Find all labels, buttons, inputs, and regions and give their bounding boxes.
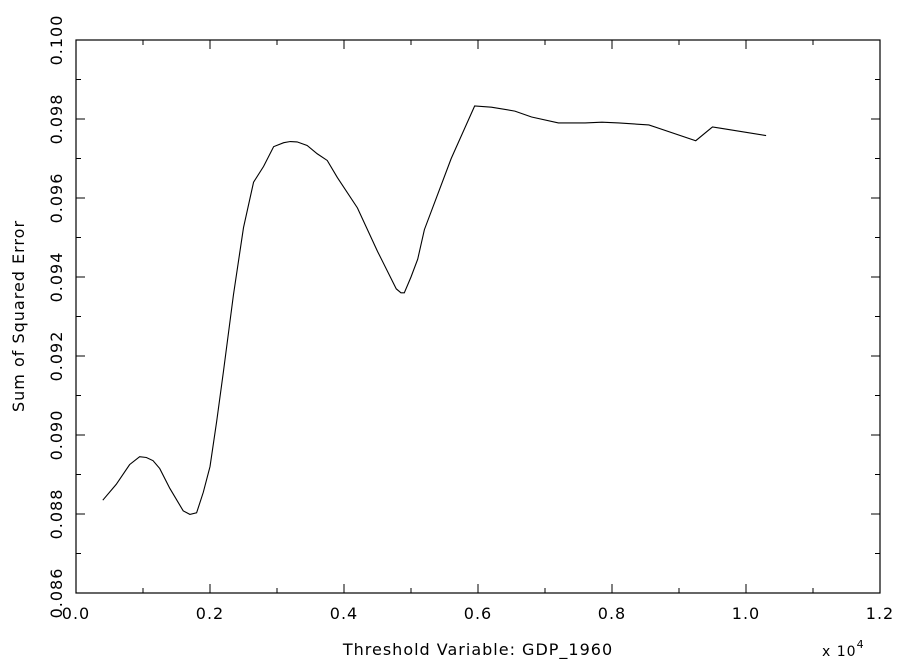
x-axis-multiplier: x 104 [822, 638, 865, 660]
y-tick-label: 0.088 [47, 489, 66, 540]
y-axis-ticks [76, 39, 880, 594]
x-tick-label: 0.0 [62, 604, 90, 623]
y-tick-label: 0.098 [47, 94, 66, 145]
y-tick-label: 0.090 [47, 410, 66, 461]
x-axis-tick-labels: 0.0 0.2 0.4 0.6 0.8 1.0 1.2 [62, 604, 894, 623]
x-tick-label: 0.4 [330, 604, 358, 623]
x-tick-label: 0.2 [196, 604, 224, 623]
x-tick-label: 0.8 [598, 604, 626, 623]
x-axis-ticks [75, 40, 881, 593]
y-tick-label: 0.086 [47, 568, 66, 619]
x-tick-label: 0.6 [464, 604, 492, 623]
y-tick-label: 0.092 [47, 331, 66, 382]
y-axis-tick-labels: 0.086 0.088 0.090 0.092 0.094 0.096 0.098 0.100 [47, 15, 66, 619]
y-tick-label: 0.100 [47, 15, 66, 66]
y-tick-label: 0.094 [47, 252, 66, 303]
x-tick-label: 1.2 [866, 604, 894, 623]
x-multiplier-exponent: 4 [857, 638, 865, 651]
plot-frame [75, 39, 881, 594]
sse-series-line [102, 105, 767, 515]
x-tick-label: 1.0 [732, 604, 760, 623]
y-axis-title: Sum of Squared Error [9, 220, 28, 412]
y-tick-label: 0.096 [47, 173, 66, 224]
x-multiplier-base: x 10 [822, 644, 857, 660]
x-axis-title: Threshold Variable: GDP_1960 [342, 640, 613, 660]
